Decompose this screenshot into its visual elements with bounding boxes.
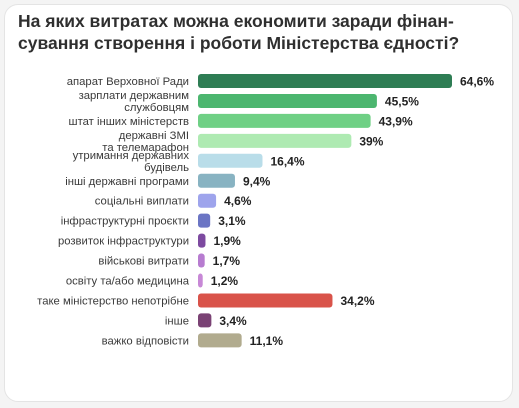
bar [198, 93, 377, 108]
value-label: 39% [359, 134, 383, 148]
category-label: зарплати державним службовцям [79, 90, 189, 114]
chart-card [4, 4, 513, 402]
category-label: апарат Верховної Ради [67, 76, 189, 88]
value-label: 1,9% [213, 234, 241, 248]
category-label: інші державні програми [65, 176, 189, 188]
value-label: 9,4% [243, 174, 271, 188]
bar [198, 153, 263, 168]
bar [198, 193, 217, 208]
bar [198, 133, 352, 148]
category-label: інше [165, 315, 189, 327]
chart-title: На яких витратах можна економити заради … [18, 11, 460, 53]
category-label: важко відповісти [102, 335, 189, 347]
value-label: 64,6% [460, 75, 494, 89]
category-label: розвиток інфраструктури [58, 236, 189, 248]
category-label: освіту та/або медицина [66, 276, 190, 288]
bar [198, 74, 452, 88]
category-label: таке міністерство непотрібне [37, 295, 189, 307]
value-label: 45,5% [385, 94, 419, 108]
bar [198, 313, 212, 328]
bar [198, 113, 371, 128]
value-label: 4,6% [224, 194, 252, 208]
bar [198, 273, 203, 288]
category-label: інфраструктурні проєкти [61, 216, 189, 228]
category-label: державні ЗМІ та телемарафон [102, 130, 189, 154]
bar [198, 233, 206, 248]
bar [198, 253, 205, 268]
category-label: військові витрати [98, 256, 189, 268]
bar [198, 293, 333, 308]
value-label: 16,4% [270, 154, 304, 168]
value-label: 43,9% [379, 114, 413, 128]
value-label: 3,1% [218, 214, 246, 228]
category-label: штат інших міністерств [69, 116, 189, 128]
category-label: соціальні виплати [95, 196, 189, 208]
bar [198, 213, 211, 228]
value-label: 11,1% [250, 334, 284, 348]
category-label: утримання державних будівель [73, 150, 190, 174]
value-label: 34,2% [340, 294, 374, 308]
value-label: 1,7% [213, 254, 241, 268]
bar [198, 173, 235, 188]
value-label: 1,2% [211, 274, 239, 288]
value-label: 3,4% [219, 314, 247, 328]
bar [198, 333, 242, 348]
